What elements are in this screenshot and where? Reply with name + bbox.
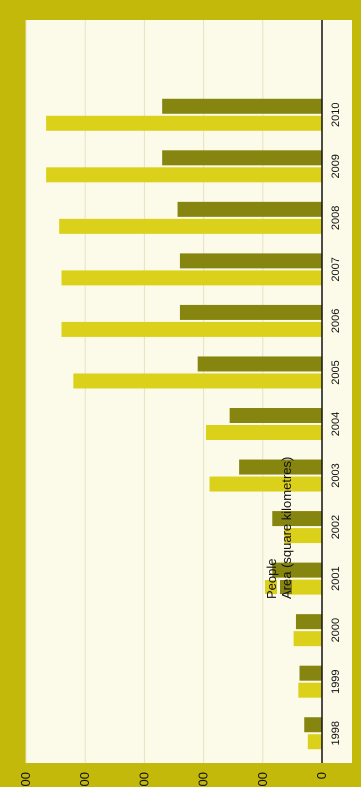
bar-people-1999 [298, 682, 322, 698]
bar-people-2003 [209, 476, 322, 492]
y-tick-label: 200,000 [77, 772, 92, 787]
bar-area-2000 [295, 614, 322, 630]
y-tick-label: 100,000 [196, 772, 211, 787]
x-tick-label: 2008 [330, 206, 342, 230]
bar-area-2008 [177, 201, 322, 217]
bar-people-2006 [61, 321, 323, 337]
bar-people-2000 [293, 631, 322, 647]
legend-label-people: People [264, 559, 279, 599]
legend-swatch-people [265, 580, 277, 594]
x-tick-label: 1998 [330, 721, 342, 745]
legend: People Area (square kilometres) [264, 457, 294, 599]
bar-people-2008 [59, 218, 322, 234]
y-tick-labels: 0 50,000 100,000 150,000 200,000 250,000 [18, 772, 329, 787]
bar-area-2003 [239, 459, 322, 475]
bar-area-2005 [197, 356, 322, 372]
bars [46, 98, 323, 750]
x-tick-label: 2009 [330, 154, 342, 178]
bar-area-2001 [272, 562, 322, 578]
bar-people-2005 [73, 373, 322, 389]
bar-area-2002 [272, 511, 322, 527]
bar-people-2009 [46, 167, 323, 183]
plot-background [26, 20, 352, 763]
x-tick-label: 2007 [330, 257, 342, 281]
y-tick-label: 0 [314, 772, 329, 779]
x-tick-label: 2005 [330, 360, 342, 384]
bar-area-2009 [162, 150, 322, 166]
legend-label-area: Area (square kilometres) [279, 457, 294, 599]
bar-area-1998 [304, 717, 322, 733]
bar-area-2004 [229, 408, 322, 423]
gridlines [25, 20, 264, 763]
x-tick-label: 2004 [330, 412, 342, 436]
x-tick-labels: 1998 1999 2000 2001 2002 2003 2004 2005 … [330, 103, 342, 746]
x-tick-label: 2002 [330, 515, 342, 539]
x-tick-label: 2006 [330, 309, 342, 333]
y-tick-label: 150,000 [136, 772, 151, 787]
bar-people-2007 [61, 270, 323, 286]
bar-people-2004 [205, 425, 322, 440]
bar-area-2006 [179, 304, 322, 320]
x-tick-label: 2010 [330, 103, 342, 127]
y-tick-label: 50,000 [255, 772, 270, 787]
x-tick-label: 2001 [330, 566, 342, 590]
x-tick-label: 2000 [330, 618, 342, 642]
y-tick-label: 250,000 [18, 772, 33, 787]
bar-area-2007 [179, 253, 322, 269]
bar-people-2010 [46, 115, 323, 131]
bar-people-2001 [286, 579, 322, 595]
x-tick-label: 2003 [330, 463, 342, 487]
bar-area-1999 [299, 665, 322, 681]
legend-swatch-area [280, 580, 292, 594]
x-tick-label: 1999 [330, 669, 342, 693]
bar-people-1998 [307, 734, 322, 750]
bar-area-2010 [162, 98, 322, 114]
bar-people-2002 [284, 528, 322, 544]
